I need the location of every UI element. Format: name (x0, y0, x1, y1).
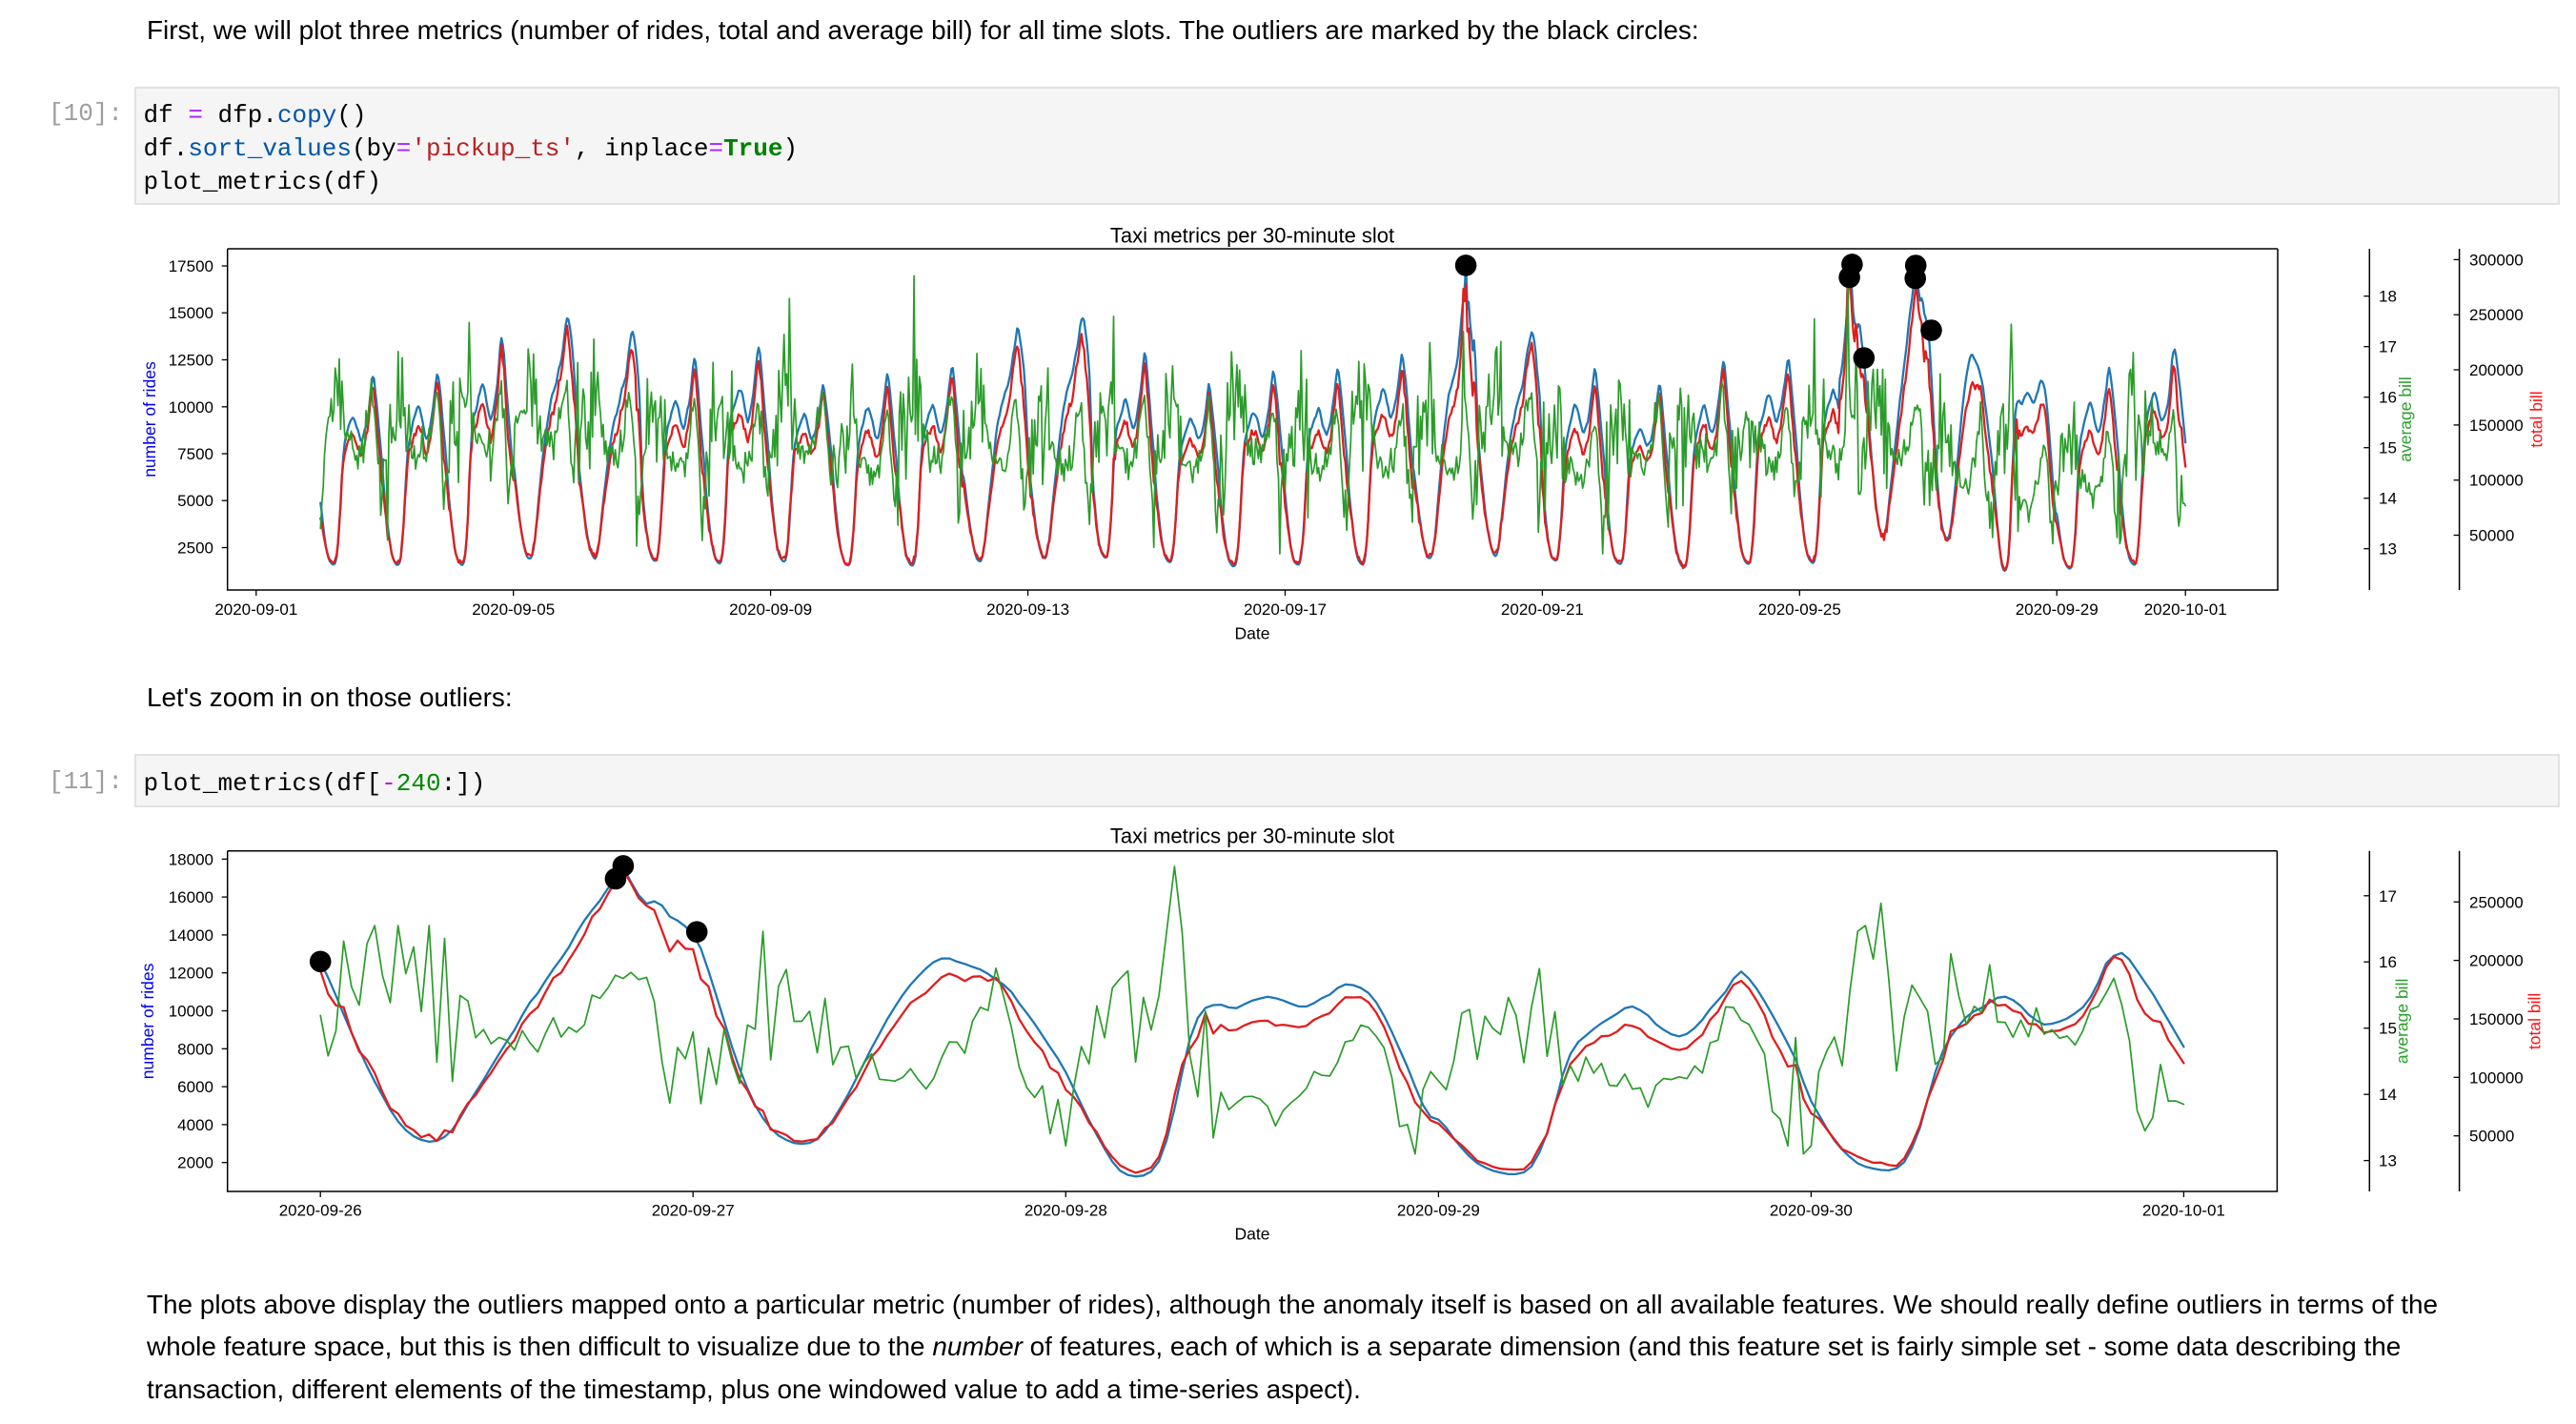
svg-text:4000: 4000 (177, 1116, 213, 1134)
svg-text:2020-09-01: 2020-09-01 (214, 600, 297, 619)
svg-text:250000: 250000 (2469, 893, 2524, 911)
svg-text:100000: 100000 (2469, 1068, 2524, 1087)
svg-text:12000: 12000 (169, 965, 213, 983)
svg-text:2020-09-29: 2020-09-29 (2016, 600, 2099, 619)
svg-text:2020-09-29: 2020-09-29 (1397, 1202, 1480, 1220)
svg-text:2020-10-01: 2020-10-01 (2142, 1202, 2225, 1220)
svg-text:200000: 200000 (2469, 952, 2524, 970)
svg-text:15: 15 (2379, 439, 2397, 458)
svg-text:10000: 10000 (169, 398, 213, 417)
svg-text:17: 17 (2379, 887, 2397, 905)
svg-text:total bill: total bill (2527, 391, 2546, 447)
svg-text:13: 13 (2379, 1152, 2397, 1170)
svg-text:2020-09-17: 2020-09-17 (1244, 600, 1327, 619)
svg-text:7500: 7500 (177, 445, 213, 463)
svg-text:2500: 2500 (177, 539, 213, 558)
svg-text:50000: 50000 (2469, 1128, 2514, 1146)
svg-text:2020-09-28: 2020-09-28 (1024, 1202, 1107, 1220)
svg-text:8000: 8000 (177, 1040, 213, 1058)
svg-text:18: 18 (2379, 288, 2397, 306)
svg-text:17: 17 (2379, 338, 2397, 356)
svg-text:14000: 14000 (169, 926, 213, 945)
svg-text:Date: Date (1235, 1225, 1270, 1244)
svg-text:2020-09-26: 2020-09-26 (279, 1202, 362, 1220)
svg-text:Taxi metrics per 30-minute slo: Taxi metrics per 30-minute slot (1110, 824, 1394, 848)
svg-text:2020-10-01: 2020-10-01 (2144, 600, 2227, 619)
svg-text:300000: 300000 (2469, 251, 2524, 269)
svg-text:12500: 12500 (169, 352, 213, 370)
svg-text:16: 16 (2379, 389, 2397, 407)
svg-text:6000: 6000 (177, 1078, 213, 1096)
svg-text:17500: 17500 (169, 257, 213, 275)
svg-text:2020-09-13: 2020-09-13 (986, 600, 1069, 619)
svg-text:100000: 100000 (2469, 472, 2524, 490)
svg-text:10000: 10000 (169, 1003, 213, 1021)
svg-text:50000: 50000 (2469, 527, 2514, 545)
svg-text:150000: 150000 (2469, 1010, 2524, 1028)
svg-text:2000: 2000 (177, 1154, 213, 1172)
svg-text:number of rides: number of rides (138, 963, 157, 1079)
svg-text:2020-09-21: 2020-09-21 (1501, 600, 1584, 619)
svg-text:5000: 5000 (177, 492, 213, 510)
svg-text:150000: 150000 (2469, 417, 2524, 435)
svg-text:250000: 250000 (2469, 306, 2524, 324)
svg-text:average bill: average bill (2392, 979, 2411, 1065)
svg-text:16000: 16000 (169, 888, 213, 906)
svg-text:14: 14 (2379, 1086, 2397, 1104)
svg-text:15: 15 (2379, 1020, 2397, 1038)
svg-text:number of rides: number of rides (140, 361, 159, 478)
svg-text:13: 13 (2379, 540, 2397, 559)
svg-text:average bill: average bill (2396, 376, 2415, 462)
svg-text:14: 14 (2379, 490, 2397, 508)
svg-text:Taxi metrics per 30-minute slo: Taxi metrics per 30-minute slot (1110, 224, 1394, 248)
svg-text:18000: 18000 (169, 850, 213, 868)
svg-text:Date: Date (1235, 623, 1270, 642)
svg-text:2020-09-25: 2020-09-25 (1758, 600, 1841, 619)
svg-text:2020-09-09: 2020-09-09 (729, 600, 812, 619)
svg-text:2020-09-05: 2020-09-05 (472, 600, 555, 619)
svg-text:2020-09-30: 2020-09-30 (1770, 1202, 1853, 1220)
svg-text:total bill: total bill (2525, 993, 2544, 1049)
svg-text:15000: 15000 (169, 304, 213, 322)
svg-text:2020-09-27: 2020-09-27 (652, 1202, 735, 1220)
svg-text:16: 16 (2379, 953, 2397, 971)
svg-text:200000: 200000 (2469, 361, 2524, 379)
